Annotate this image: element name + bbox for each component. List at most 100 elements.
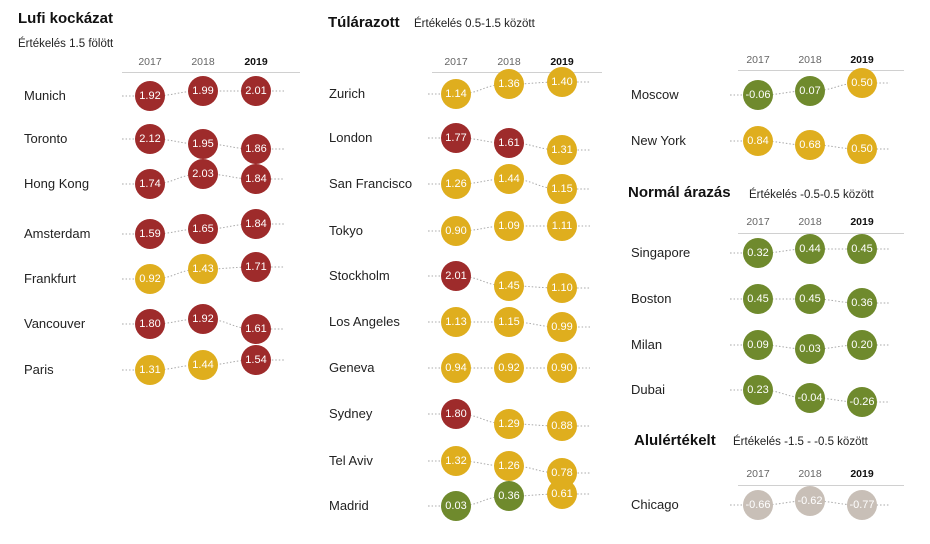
value-bubble: 0.03 — [441, 491, 471, 521]
value-bubble: 1.15 — [547, 174, 577, 204]
value-bubble: 2.01 — [441, 261, 471, 291]
year-header: 2018 — [798, 468, 822, 480]
value-bubble: 1.36 — [494, 69, 524, 99]
city-label: Frankfurt — [24, 271, 77, 286]
value-bubble: 1.71 — [241, 252, 271, 282]
city-label: London — [329, 130, 373, 145]
value-bubble: -0.62 — [795, 486, 825, 516]
value-bubble: 1.14 — [441, 79, 471, 109]
city-label: Madrid — [329, 498, 369, 513]
value-bubble: 1.80 — [441, 399, 471, 429]
city-label: Toronto — [24, 131, 68, 146]
city-label: Milan — [631, 337, 663, 352]
value-bubble: 2.01 — [241, 76, 271, 106]
city-label: Geneva — [329, 360, 375, 375]
year-header: 2017 — [746, 216, 770, 228]
value-bubble: 2.03 — [188, 159, 218, 189]
value-bubble: 0.94 — [441, 353, 471, 383]
section-title: Normál árazás — [628, 184, 731, 201]
section-title: Lufi kockázat — [18, 10, 114, 27]
year-header: 2019 — [850, 468, 874, 480]
value-bubble: 0.50 — [847, 134, 877, 164]
section-title: Alulértékelt — [634, 432, 716, 449]
value-bubble: 1.80 — [135, 309, 165, 339]
city-label: Hong Kong — [24, 176, 90, 191]
value-bubble: 1.61 — [241, 314, 271, 344]
value-bubble: 0.23 — [743, 375, 773, 405]
city-label: Dubai — [631, 382, 665, 397]
value-bubble: 0.03 — [795, 334, 825, 364]
value-bubble: 2.12 — [135, 124, 165, 154]
city-label: Chicago — [631, 497, 679, 512]
value-bubble: 0.50 — [847, 68, 877, 98]
city-label: Amsterdam — [24, 226, 91, 241]
value-bubble: 1.95 — [188, 129, 218, 159]
city-label: Stockholm — [329, 268, 390, 283]
year-header: 2018 — [191, 56, 215, 68]
value-bubble: 1.31 — [135, 355, 165, 385]
value-bubble: 1.84 — [241, 164, 271, 194]
value-bubble: 0.45 — [847, 234, 877, 264]
value-bubble: 1.92 — [135, 81, 165, 111]
value-bubble: 1.74 — [135, 169, 165, 199]
value-bubble: 1.99 — [188, 76, 218, 106]
value-bubble: 1.43 — [188, 254, 218, 284]
city-label: Vancouver — [24, 316, 86, 331]
year-header: 2017 — [444, 56, 468, 68]
year-header: 2019 — [244, 56, 268, 68]
value-bubble: 1.15 — [494, 307, 524, 337]
year-header: 2019 — [850, 54, 874, 66]
value-bubble: 1.10 — [547, 273, 577, 303]
value-bubble: 0.90 — [441, 216, 471, 246]
value-bubble: 0.36 — [847, 288, 877, 318]
value-bubble: -0.06 — [743, 80, 773, 110]
value-bubble: 1.54 — [241, 345, 271, 375]
year-header: 2018 — [798, 54, 822, 66]
value-bubble: 0.20 — [847, 330, 877, 360]
section-subtitle: Értékelés 0.5-1.5 között — [414, 18, 535, 30]
value-bubble: 0.45 — [795, 284, 825, 314]
value-bubble: 1.26 — [494, 451, 524, 481]
year-header: 2017 — [746, 468, 770, 480]
value-bubble: 1.61 — [494, 128, 524, 158]
city-label: Munich — [24, 88, 66, 103]
value-bubble: 0.88 — [547, 411, 577, 441]
year-header: 2019 — [850, 216, 874, 228]
value-bubble: 0.36 — [494, 481, 524, 511]
value-bubble: 1.65 — [188, 214, 218, 244]
value-bubble: 1.26 — [441, 169, 471, 199]
value-bubble: 0.61 — [547, 479, 577, 509]
city-label: Paris — [24, 362, 54, 377]
year-header: 2018 — [798, 216, 822, 228]
section-subtitle: Értékelés -0.5-0.5 között — [749, 189, 874, 201]
value-bubble: 0.32 — [743, 238, 773, 268]
city-label: San Francisco — [329, 176, 413, 191]
value-bubble: 1.40 — [547, 67, 577, 97]
city-label: Tel Aviv — [329, 453, 373, 468]
value-bubble: -0.26 — [847, 387, 877, 417]
value-bubble: 0.68 — [795, 130, 825, 160]
value-bubble: 1.84 — [241, 209, 271, 239]
value-bubble: 1.77 — [441, 123, 471, 153]
value-bubble: -0.77 — [847, 490, 877, 520]
city-label: Tokyo — [329, 223, 363, 238]
city-label: Boston — [631, 291, 672, 306]
value-bubble: 0.45 — [743, 284, 773, 314]
value-bubble: 1.44 — [188, 350, 218, 380]
value-bubble: 1.32 — [441, 446, 471, 476]
city-label: New York — [631, 133, 686, 148]
value-bubble: 0.99 — [547, 312, 577, 342]
city-label: Moscow — [631, 87, 679, 102]
year-header: 2018 — [497, 56, 521, 68]
city-label: Los Angeles — [329, 314, 400, 329]
value-bubble: 1.45 — [494, 271, 524, 301]
value-bubble: 0.09 — [743, 330, 773, 360]
city-label: Singapore — [631, 245, 691, 260]
header-rule — [738, 233, 904, 234]
value-bubble: 1.86 — [241, 134, 271, 164]
value-bubble: 1.59 — [135, 219, 165, 249]
value-bubble: -0.66 — [743, 490, 773, 520]
value-bubble: 0.92 — [135, 264, 165, 294]
value-bubble: 0.84 — [743, 126, 773, 156]
value-bubble: 1.44 — [494, 164, 524, 194]
